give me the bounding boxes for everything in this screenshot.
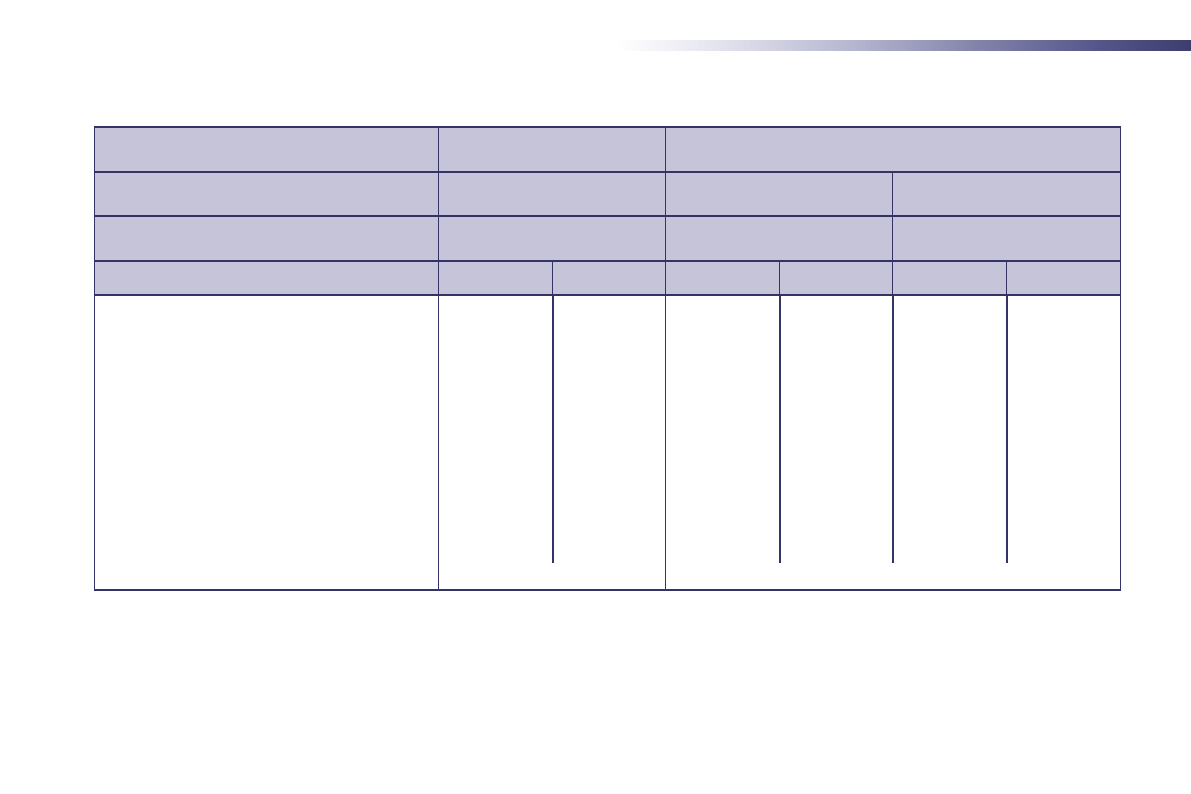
- body-cell-a: [94, 294, 439, 591]
- column-divider-c: [779, 296, 781, 563]
- header-cell-r3-c: [665, 215, 893, 262]
- header-cell-r1-cd: [665, 126, 1121, 173]
- header-row-3: [94, 215, 1121, 262]
- header-cell-r3-a: [94, 215, 439, 262]
- table-container: [94, 126, 1121, 591]
- header-cell-r2-b: [438, 171, 666, 217]
- header-row-1: [94, 126, 1121, 173]
- header-cell-r4-b2: [552, 260, 666, 296]
- header-cell-r1-a: [94, 126, 439, 173]
- header-cell-r3-b: [438, 215, 666, 262]
- header-cell-r2-a: [94, 171, 439, 217]
- header-cell-r1-b: [438, 126, 666, 173]
- header-row-2: [94, 171, 1121, 217]
- header-cell-r3-d: [892, 215, 1121, 262]
- header-cell-r4-b1: [438, 260, 553, 296]
- column-divider-d: [1006, 296, 1008, 563]
- header-row-4: [94, 260, 1121, 296]
- header-cell-r2-c: [665, 171, 893, 217]
- body-cell-cd: [665, 294, 1121, 591]
- header-gradient-bar: [617, 40, 1191, 51]
- table-body-row: [94, 294, 1121, 591]
- body-cell-b: [438, 294, 666, 591]
- header-cell-r4-a: [94, 260, 439, 296]
- column-divider-b: [552, 296, 554, 563]
- data-table: [94, 126, 1121, 591]
- column-divider-cd: [892, 296, 894, 563]
- header-cell-r4-c1: [665, 260, 780, 296]
- header-cell-r4-c2: [779, 260, 893, 296]
- header-cell-r2-d: [892, 171, 1121, 217]
- header-cell-r4-d1: [892, 260, 1007, 296]
- header-cell-r4-d2: [1006, 260, 1121, 296]
